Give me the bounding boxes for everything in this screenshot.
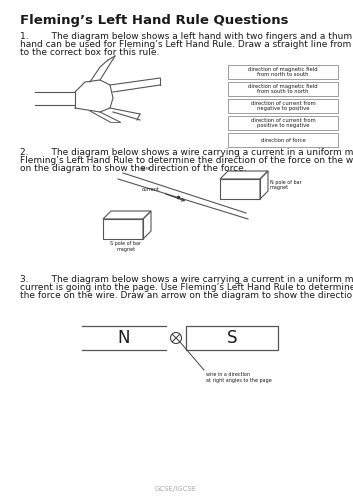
FancyBboxPatch shape — [228, 116, 338, 130]
Text: wire: wire — [141, 166, 151, 171]
Text: GCSE/IGCSE: GCSE/IGCSE — [155, 486, 197, 492]
Text: 1.        The diagram below shows a left hand with two fingers and a thumb exten: 1. The diagram below shows a left hand w… — [20, 32, 353, 41]
Text: Fleming’s Left Hand Rule Questions: Fleming’s Left Hand Rule Questions — [20, 14, 288, 27]
Text: wire in a direction
at right angles to the page: wire in a direction at right angles to t… — [206, 372, 272, 383]
FancyBboxPatch shape — [228, 65, 338, 79]
Text: to the correct box for this rule.: to the correct box for this rule. — [20, 48, 159, 57]
Text: Fleming’s Left Hand Rule to determine the direction of the force on the wire. Dr: Fleming’s Left Hand Rule to determine th… — [20, 156, 353, 165]
Text: direction of magnetic field
from north to south: direction of magnetic field from north t… — [248, 66, 318, 78]
FancyBboxPatch shape — [228, 99, 338, 113]
Text: 3.        The diagram below shows a wire carrying a current in a uniform magneti: 3. The diagram below shows a wire carryi… — [20, 275, 353, 284]
Text: N: N — [118, 329, 130, 347]
Text: S pole of bar
magnet: S pole of bar magnet — [110, 241, 142, 252]
Text: direction of force: direction of force — [261, 138, 305, 142]
Text: S: S — [227, 329, 237, 347]
FancyBboxPatch shape — [186, 326, 278, 350]
Text: current: current — [142, 187, 160, 192]
Text: direction of current from
positive to negative: direction of current from positive to ne… — [251, 118, 315, 128]
Text: current is going into the page. Use Fleming’s Left Hand Rule to determine the di: current is going into the page. Use Flem… — [20, 283, 353, 292]
Text: on the diagram to show the direction of the force.: on the diagram to show the direction of … — [20, 164, 247, 173]
Text: the force on the wire. Draw an arrow on the diagram to show the direction of the: the force on the wire. Draw an arrow on … — [20, 291, 353, 300]
Text: direction of magnetic field
from south to north: direction of magnetic field from south t… — [248, 84, 318, 94]
FancyBboxPatch shape — [228, 82, 338, 96]
Text: 2.        The diagram below shows a wire carrying a current in a uniform magneti: 2. The diagram below shows a wire carryi… — [20, 148, 353, 157]
FancyBboxPatch shape — [228, 133, 338, 147]
Text: N pole of bar
magnet: N pole of bar magnet — [270, 180, 302, 190]
Text: direction of current from
negative to positive: direction of current from negative to po… — [251, 100, 315, 112]
Text: hand can be used for Fleming’s Left Hand Rule. Draw a straight line from each of: hand can be used for Fleming’s Left Hand… — [20, 40, 353, 49]
